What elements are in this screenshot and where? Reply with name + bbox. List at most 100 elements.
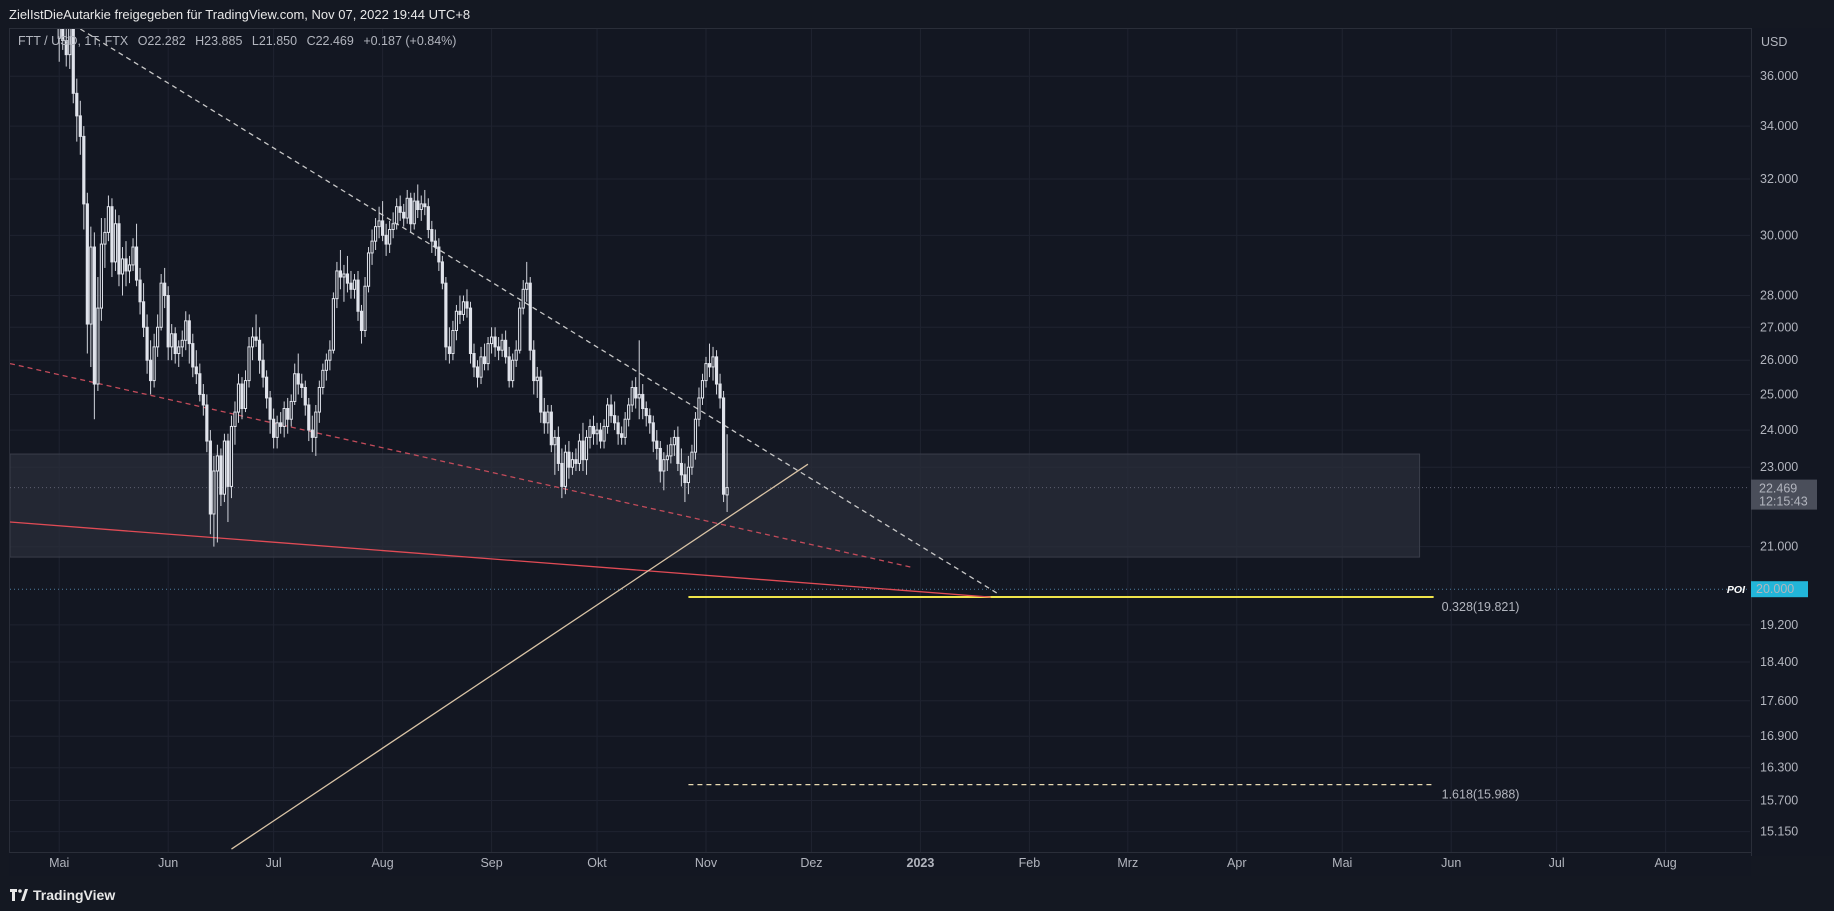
candle-body <box>409 197 413 225</box>
candle-body <box>451 330 455 355</box>
chart-pane[interactable] <box>9 28 1751 856</box>
y-tick-label: 15.700 <box>1760 793 1798 807</box>
x-axis-labels: Mai Jun Jul Aug Sep Okt Nov Dez 2023 Feb Mrz Apr Mai… <box>49 856 1677 870</box>
candle-body <box>395 206 399 225</box>
candle-body <box>704 363 708 382</box>
time-axis[interactable] <box>9 852 1751 876</box>
symbol-label[interactable]: FTT / USD, 1T, FTX <box>18 34 129 48</box>
candle-body <box>324 359 328 371</box>
candle-body <box>546 411 550 424</box>
candle-body <box>627 404 631 420</box>
candle-body <box>465 301 469 309</box>
candle-body <box>314 411 318 438</box>
y-tick-label: 18.400 <box>1760 655 1798 669</box>
candle-body <box>257 339 262 361</box>
candle-body <box>398 206 402 213</box>
candle-body <box>725 487 729 496</box>
candle-body <box>535 376 539 382</box>
candle-body <box>458 310 462 315</box>
candle-body <box>89 246 93 325</box>
low-value: L21.850 <box>251 34 298 48</box>
candle-body <box>532 349 536 382</box>
candle-body <box>57 29 61 39</box>
candle-body <box>219 455 223 495</box>
candle-body <box>700 380 705 399</box>
open-value: O22.282 <box>137 34 186 48</box>
candle-body <box>335 270 339 300</box>
y-tick-label: 23.000 <box>1760 460 1798 474</box>
x-tick-label: Jun <box>1441 856 1461 870</box>
candle-body <box>233 411 237 427</box>
candle-body <box>711 356 715 368</box>
candle-body <box>145 326 149 361</box>
candle-body <box>447 346 451 355</box>
candle-body <box>454 310 459 332</box>
candle-body <box>317 386 321 413</box>
candle-body <box>707 363 712 368</box>
candle-body <box>433 240 437 248</box>
last-price-label: 22.469 <box>1759 482 1797 496</box>
candle-body <box>630 386 634 406</box>
candle-body <box>655 440 659 449</box>
y-tick-label: 36.000 <box>1760 69 1798 83</box>
tradingview-logo[interactable]: TradingView <box>10 887 115 903</box>
candle-body <box>356 279 360 312</box>
candle-body <box>553 436 557 446</box>
candle-body <box>697 397 701 420</box>
poi-price-label: 20.000 <box>1756 582 1794 596</box>
candle-body <box>159 282 163 328</box>
candle-body <box>205 404 209 442</box>
candle-body <box>676 436 680 464</box>
fib-level-label: 0.328(19.821) <box>1442 600 1520 614</box>
candle-body <box>75 92 79 117</box>
candle-body <box>595 429 599 435</box>
candle-body <box>177 346 181 355</box>
candle-body <box>250 336 255 348</box>
candle-body <box>156 326 160 348</box>
candle-body <box>648 415 652 424</box>
candle-body <box>342 273 346 278</box>
candle-body <box>170 333 174 348</box>
candle-body <box>99 243 103 309</box>
candle-body <box>613 415 617 424</box>
candle-body <box>198 373 202 395</box>
candle-body <box>718 383 722 399</box>
candle-body <box>539 376 543 413</box>
candle-body <box>289 400 293 420</box>
price-axis[interactable] <box>1751 28 1834 856</box>
candle-body <box>563 451 567 487</box>
high-value: H23.885 <box>195 34 243 48</box>
candle-body <box>166 295 170 348</box>
candle-body <box>690 451 694 468</box>
candle-body <box>641 393 645 410</box>
candle-body <box>282 408 286 427</box>
candle-body <box>644 408 648 417</box>
candle-body <box>560 462 564 487</box>
candle-body <box>279 422 283 427</box>
candle-body <box>208 440 212 515</box>
candle-body <box>141 301 146 328</box>
candle-body <box>296 373 300 385</box>
candle-body <box>482 356 487 365</box>
y-tick-label: 17.600 <box>1760 694 1798 708</box>
candle-body <box>511 359 515 382</box>
candle-body <box>567 451 571 468</box>
candle-body <box>68 29 72 56</box>
publish-credit: ZielIstDieAutarkie freigegeben für Tradi… <box>9 7 471 22</box>
x-tick-label: Sep <box>480 856 502 870</box>
candle-body <box>300 383 304 388</box>
candle-body <box>370 240 374 254</box>
candle-body <box>493 336 497 348</box>
candle-body <box>373 226 378 242</box>
candle-body <box>78 115 82 137</box>
candle-body <box>461 301 466 315</box>
candle-body <box>616 422 620 435</box>
candle-body <box>352 279 357 290</box>
x-tick-label: Nov <box>695 856 718 870</box>
candle-body <box>254 336 258 341</box>
tradingview-icon <box>10 889 28 901</box>
candle-body <box>665 455 669 461</box>
candle-body <box>345 273 350 284</box>
candle-body <box>236 383 241 413</box>
